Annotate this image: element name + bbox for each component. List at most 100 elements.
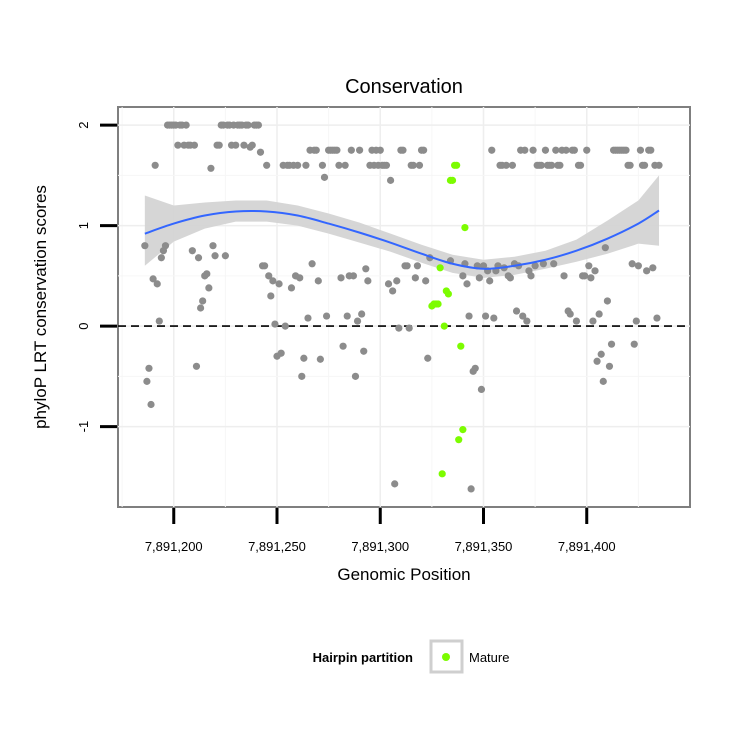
data-point	[287, 284, 296, 292]
data-point	[649, 264, 657, 272]
data-point	[265, 272, 273, 280]
data-point	[254, 121, 263, 129]
data-point	[360, 347, 368, 355]
data-point	[548, 161, 556, 169]
y-axis: -1 0 1 2	[76, 121, 117, 432]
data-point	[244, 121, 252, 129]
data-point	[161, 242, 170, 250]
data-point	[405, 324, 413, 332]
data-point	[281, 322, 289, 330]
data-point	[215, 141, 223, 149]
data-point	[593, 357, 601, 365]
data-point-mature	[434, 300, 442, 308]
data-point	[422, 277, 430, 285]
data-point	[333, 146, 341, 154]
legend-title: Hairpin partition	[313, 650, 413, 665]
data-point	[597, 350, 605, 358]
data-point-mature	[436, 264, 444, 272]
data-point-mature	[448, 176, 457, 184]
data-point	[337, 274, 345, 282]
data-point	[389, 287, 397, 295]
data-point	[488, 146, 496, 154]
data-point	[420, 146, 428, 154]
data-point	[318, 161, 327, 169]
data-point	[599, 377, 607, 385]
data-point	[459, 272, 467, 280]
data-point	[153, 280, 161, 288]
data-point-mature	[459, 426, 467, 434]
data-point-mature	[438, 470, 446, 478]
data-point	[481, 312, 490, 320]
data-point	[521, 146, 529, 154]
x-tick-label: 7,891,250	[248, 539, 306, 554]
data-point	[203, 270, 211, 278]
data-point	[603, 297, 612, 305]
data-point-mature	[457, 342, 465, 350]
data-point	[312, 146, 320, 154]
data-point	[630, 340, 638, 348]
data-point	[199, 297, 207, 305]
data-point	[211, 252, 219, 260]
data-point	[583, 146, 591, 154]
data-point	[362, 265, 370, 273]
data-points	[141, 121, 663, 493]
data-point	[143, 377, 151, 385]
data-point	[467, 485, 475, 493]
data-point	[207, 164, 215, 172]
data-point	[411, 274, 419, 282]
data-point	[155, 317, 163, 325]
data-point	[622, 146, 630, 154]
data-point	[653, 314, 661, 322]
data-point	[341, 161, 349, 169]
data-point	[188, 247, 196, 255]
data-point	[506, 274, 514, 282]
y-tick-label: 1	[76, 222, 91, 229]
data-point	[415, 161, 424, 169]
data-point	[300, 354, 308, 362]
data-point	[263, 161, 271, 169]
data-point	[248, 141, 256, 149]
data-point	[304, 314, 312, 322]
data-point	[409, 161, 417, 169]
data-point	[424, 354, 432, 362]
data-point	[194, 254, 203, 262]
data-point	[358, 310, 366, 318]
data-point	[655, 161, 663, 169]
data-point-mature	[440, 322, 448, 330]
data-point	[527, 272, 535, 280]
data-point	[349, 272, 358, 280]
data-point	[192, 362, 201, 370]
data-point	[335, 161, 343, 169]
data-point	[298, 372, 306, 380]
x-tick-label: 7,891,300	[351, 539, 409, 554]
data-point	[550, 260, 558, 268]
data-point	[157, 254, 165, 262]
x-axis-title: Genomic Position	[337, 565, 470, 584]
data-point	[147, 400, 155, 409]
data-point-mature	[444, 290, 452, 298]
data-point	[585, 262, 593, 270]
data-point	[343, 312, 351, 320]
data-point	[302, 161, 310, 169]
legend-label-mature: Mature	[469, 650, 509, 665]
y-tick-label: 0	[76, 322, 91, 329]
data-point	[347, 146, 355, 154]
data-point	[587, 274, 595, 282]
x-tick-label: 7,891,400	[558, 539, 616, 554]
data-point	[477, 385, 486, 394]
data-point	[523, 317, 531, 325]
data-point	[356, 146, 364, 154]
data-point	[541, 146, 550, 154]
x-tick-label: 7,891,200	[145, 539, 203, 554]
data-point	[591, 267, 599, 275]
data-point	[308, 260, 316, 268]
data-point	[463, 280, 471, 288]
data-point	[395, 324, 403, 332]
data-point	[240, 141, 248, 149]
grid-lines	[118, 107, 690, 507]
data-point	[386, 176, 395, 184]
data-point	[566, 310, 574, 318]
data-point	[512, 307, 521, 315]
data-point	[190, 141, 199, 149]
legend-marker-mature	[442, 653, 450, 661]
